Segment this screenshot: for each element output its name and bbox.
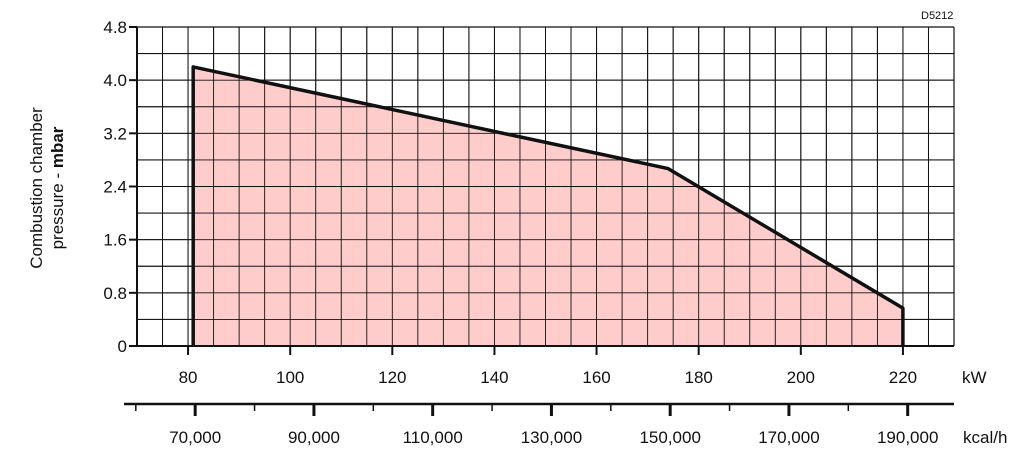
working-field-fill bbox=[193, 66, 903, 347]
x-tick-label: 180 bbox=[685, 368, 713, 387]
y-tick-label: 1.6 bbox=[103, 231, 127, 250]
x2-tick-label: 110,000 bbox=[403, 428, 463, 447]
y-axis-title-line2: pressure - mbar bbox=[48, 126, 67, 249]
y-tick-label: 0.8 bbox=[103, 284, 127, 303]
y-tick-label: 0 bbox=[118, 337, 127, 356]
x2-tick-label: 130,000 bbox=[521, 428, 582, 447]
x2-tick-label: 150,000 bbox=[639, 428, 700, 447]
y-axis-ticks: 0 0.8 1.6 2.4 3.2 4.0 4.8 bbox=[103, 18, 137, 356]
y-tick-label: 4.8 bbox=[103, 18, 127, 37]
x-axis-kcal-ticks: 70,000 90,000 110,000 130,000 150,000 170,000… bbox=[124, 402, 954, 447]
x-tick-label: 160 bbox=[582, 368, 610, 387]
x2-tick-label: 70,000 bbox=[169, 428, 221, 447]
x-tick-label: 140 bbox=[480, 368, 508, 387]
y-axis-title-prefix: pressure - bbox=[48, 168, 67, 249]
x-axis-kw-label: kW bbox=[962, 368, 987, 387]
x-tick-label: 100 bbox=[276, 368, 304, 387]
x2-tick-label: 190,000 bbox=[877, 428, 938, 447]
x-tick-label: 80 bbox=[179, 368, 198, 387]
working-field-area bbox=[137, 27, 954, 347]
y-tick-label: 4.0 bbox=[103, 71, 127, 90]
y-axis-title: Combustion chamber pressure - mbar bbox=[27, 107, 67, 269]
x-tick-label: 220 bbox=[889, 368, 917, 387]
x-axis-kcal-label: kcal/h bbox=[963, 428, 1007, 447]
x-axis-kw-ticks: 80 100 120 140 160 180 200 220 bbox=[179, 346, 917, 387]
y-axis-title-line1: Combustion chamber bbox=[27, 107, 46, 269]
x2-tick-label: 90,000 bbox=[288, 428, 340, 447]
y-axis-title-unit: mbar bbox=[48, 126, 67, 168]
working-field-boundary bbox=[191, 65, 905, 346]
x-tick-label: 200 bbox=[787, 368, 815, 387]
y-tick-label: 2.4 bbox=[103, 178, 127, 197]
x-tick-label: 120 bbox=[378, 368, 406, 387]
x2-tick-label: 170,000 bbox=[758, 428, 819, 447]
chart-code: D5212 bbox=[921, 10, 953, 22]
y-tick-label: 3.2 bbox=[103, 124, 127, 143]
